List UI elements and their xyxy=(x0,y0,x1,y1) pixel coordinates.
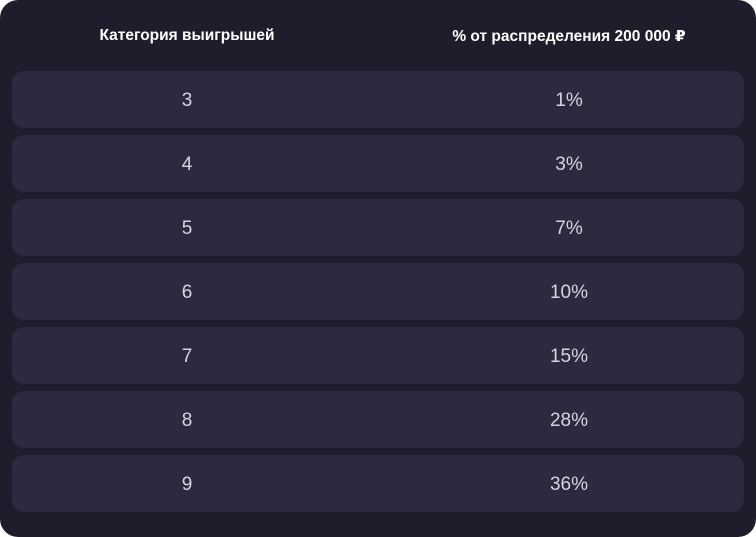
percent-cell: 7% xyxy=(555,218,583,239)
category-cell: 9 xyxy=(181,474,193,495)
table-row: 7 15% xyxy=(12,327,744,384)
category-cell: 5 xyxy=(181,218,193,239)
category-cell: 8 xyxy=(181,410,193,431)
category-cell: 7 xyxy=(181,346,193,367)
percent-cell: 1% xyxy=(555,90,583,111)
table-row: 4 3% xyxy=(12,135,744,192)
category-cell: 6 xyxy=(181,282,193,303)
table-row: 9 36% xyxy=(12,455,744,512)
percent-cell: 15% xyxy=(549,346,589,367)
header-percent: % от распределения 200 000 ₽ xyxy=(452,28,686,45)
percent-cell: 10% xyxy=(549,282,589,303)
header-category: Категория выигрышей xyxy=(99,27,275,44)
percent-cell: 28% xyxy=(549,410,589,431)
table-row: 3 1% xyxy=(12,71,744,128)
table-row: 5 7% xyxy=(12,199,744,256)
table-row: 8 28% xyxy=(12,391,744,448)
table-header: Категория выигрышей % от распределения 2… xyxy=(0,22,756,52)
table-row: 6 10% xyxy=(12,263,744,320)
percent-cell: 36% xyxy=(549,474,589,495)
category-cell: 4 xyxy=(181,154,193,175)
category-cell: 3 xyxy=(181,90,193,111)
percent-cell: 3% xyxy=(555,154,583,175)
